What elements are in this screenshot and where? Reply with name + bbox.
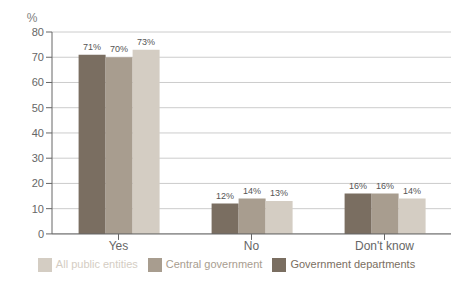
- svg-text:13%: 13%: [270, 188, 288, 198]
- svg-text:%: %: [27, 11, 38, 25]
- svg-text:40: 40: [32, 127, 44, 139]
- svg-text:Yes: Yes: [109, 239, 129, 253]
- svg-text:14%: 14%: [243, 186, 261, 196]
- svg-text:70%: 70%: [110, 44, 128, 54]
- svg-text:10: 10: [32, 203, 44, 215]
- svg-text:71%: 71%: [83, 42, 101, 52]
- svg-text:80: 80: [32, 26, 44, 38]
- svg-text:73%: 73%: [137, 37, 155, 47]
- svg-text:No: No: [244, 239, 260, 253]
- svg-text:70: 70: [32, 51, 44, 63]
- html-text:Central government: Central government: [165, 257, 263, 270]
- svg-text:0: 0: [38, 228, 44, 240]
- html-text:All public entities: All public entities: [55, 257, 138, 270]
- svg-text:Don't know: Don't know: [355, 239, 414, 253]
- svg-text:60: 60: [32, 76, 44, 88]
- svg-text:30: 30: [32, 152, 44, 164]
- svg-text:20: 20: [32, 177, 44, 189]
- svg-text:16%: 16%: [376, 181, 394, 191]
- svg-text:50: 50: [32, 102, 44, 114]
- svg-text:16%: 16%: [349, 181, 367, 191]
- svg-text:14%: 14%: [403, 186, 421, 196]
- html-text:Government departments: Government departments: [290, 257, 416, 270]
- svg-text:12%: 12%: [216, 191, 234, 201]
